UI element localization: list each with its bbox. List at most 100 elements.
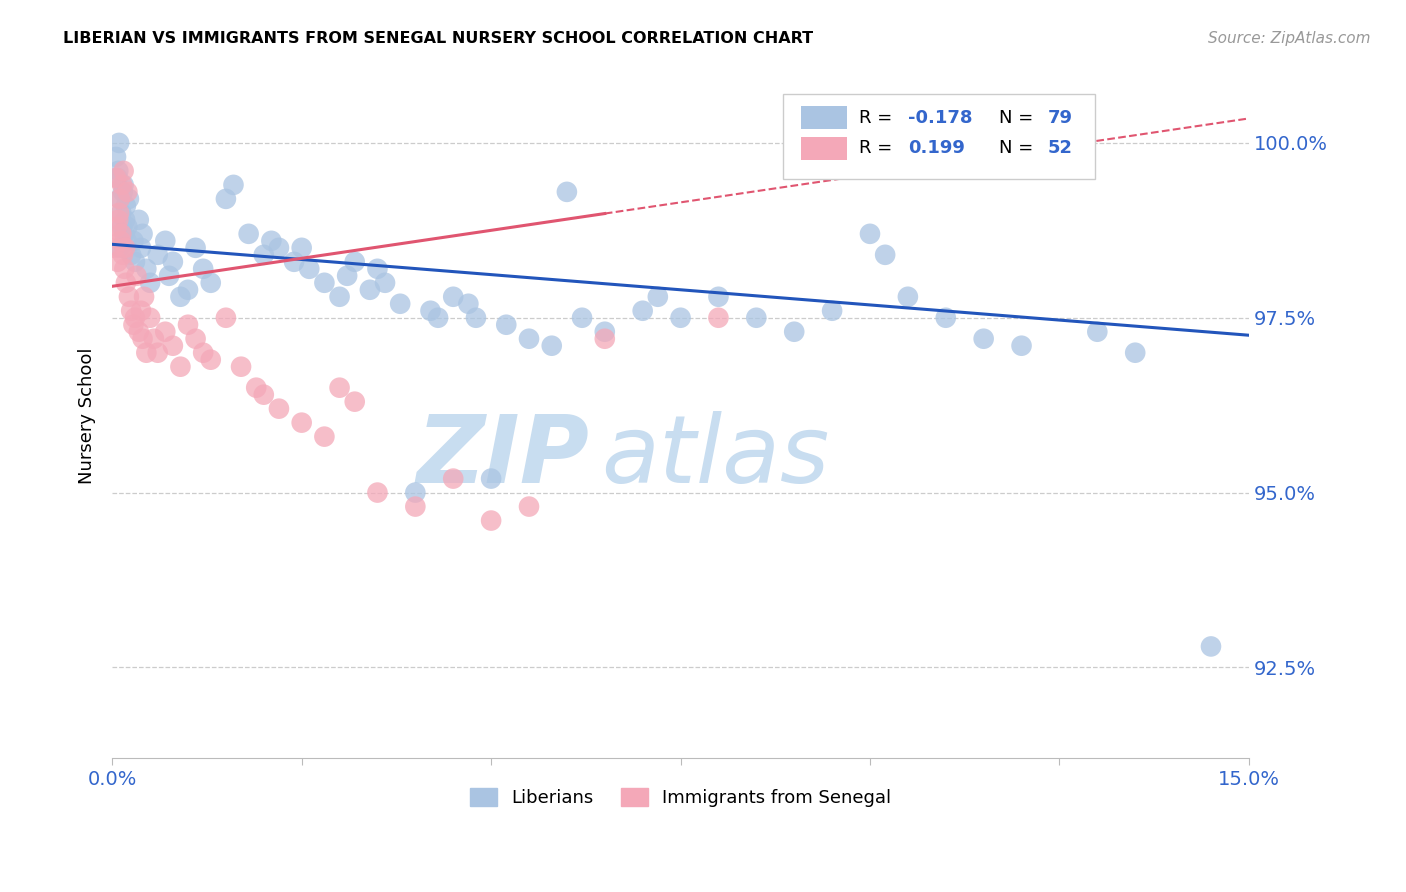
Point: [222, 178, 245, 192]
Point: [139, 310, 162, 325]
Point: [783, 325, 806, 339]
Point: [1011, 339, 1033, 353]
Point: [107, 170, 129, 185]
Point: [427, 310, 450, 325]
Point: [260, 234, 283, 248]
Point: [112, 178, 135, 192]
Point: [110, 234, 132, 248]
Point: [897, 290, 920, 304]
Point: [200, 276, 222, 290]
Point: [142, 332, 165, 346]
Point: [707, 290, 730, 304]
Point: [110, 206, 132, 220]
Text: 79: 79: [1047, 109, 1073, 127]
Point: [875, 248, 897, 262]
Point: [298, 261, 321, 276]
Point: [108, 136, 131, 150]
Point: [593, 332, 616, 346]
Point: [139, 276, 162, 290]
Point: [343, 394, 366, 409]
Point: [555, 185, 578, 199]
Point: [184, 241, 207, 255]
Point: [111, 185, 134, 199]
Point: [359, 283, 381, 297]
Point: [108, 241, 131, 255]
Legend: Liberians, Immigrants from Senegal: Liberians, Immigrants from Senegal: [463, 780, 898, 814]
Point: [465, 310, 488, 325]
Point: [128, 212, 150, 227]
Point: [935, 310, 957, 325]
Point: [107, 164, 129, 178]
Point: [745, 310, 768, 325]
Point: [112, 164, 135, 178]
Text: atlas: atlas: [600, 411, 830, 502]
Point: [111, 219, 134, 234]
Point: [118, 192, 141, 206]
Text: Source: ZipAtlas.com: Source: ZipAtlas.com: [1208, 31, 1371, 46]
Point: [647, 290, 669, 304]
Point: [343, 255, 366, 269]
Point: [105, 150, 128, 164]
Point: [177, 318, 200, 332]
Text: N =: N =: [998, 109, 1039, 127]
Point: [336, 268, 359, 283]
Point: [107, 212, 129, 227]
Point: [215, 192, 238, 206]
Point: [200, 352, 222, 367]
Point: [238, 227, 260, 241]
Point: [122, 318, 145, 332]
Point: [441, 472, 464, 486]
Point: [105, 170, 128, 185]
Point: [112, 227, 135, 241]
Point: [115, 234, 138, 248]
Point: [124, 255, 146, 269]
Point: [1199, 640, 1222, 654]
Point: [157, 268, 180, 283]
Point: [129, 303, 152, 318]
Point: [107, 255, 129, 269]
Point: [669, 310, 692, 325]
Point: [135, 261, 157, 276]
Point: [125, 268, 148, 283]
Text: 0.199: 0.199: [908, 139, 965, 157]
Point: [129, 241, 152, 255]
Text: LIBERIAN VS IMMIGRANTS FROM SENEGAL NURSERY SCHOOL CORRELATION CHART: LIBERIAN VS IMMIGRANTS FROM SENEGAL NURS…: [63, 31, 814, 46]
Point: [108, 192, 131, 206]
Point: [517, 500, 540, 514]
Point: [441, 290, 464, 304]
Point: [117, 219, 139, 234]
Text: 52: 52: [1047, 139, 1073, 157]
Point: [283, 255, 305, 269]
Point: [114, 241, 136, 255]
Point: [162, 255, 184, 269]
Point: [155, 325, 177, 339]
Point: [1123, 345, 1146, 359]
Point: [146, 248, 169, 262]
Point: [118, 290, 141, 304]
Y-axis label: Nursery School: Nursery School: [79, 347, 96, 483]
Point: [120, 303, 142, 318]
Point: [314, 276, 336, 290]
Point: [253, 387, 276, 401]
Point: [122, 234, 145, 248]
Point: [291, 241, 314, 255]
Point: [253, 248, 276, 262]
Point: [103, 241, 125, 255]
Point: [366, 485, 388, 500]
Point: [128, 325, 150, 339]
Point: [111, 178, 134, 192]
Point: [593, 325, 616, 339]
Point: [314, 430, 336, 444]
Point: [229, 359, 252, 374]
Point: [267, 241, 290, 255]
Point: [1085, 325, 1108, 339]
Point: [193, 261, 215, 276]
FancyBboxPatch shape: [801, 106, 846, 129]
Point: [291, 416, 314, 430]
Point: [111, 248, 134, 262]
Point: [479, 472, 502, 486]
Point: [117, 185, 139, 199]
Point: [631, 303, 654, 318]
Point: [131, 227, 153, 241]
Point: [366, 261, 388, 276]
